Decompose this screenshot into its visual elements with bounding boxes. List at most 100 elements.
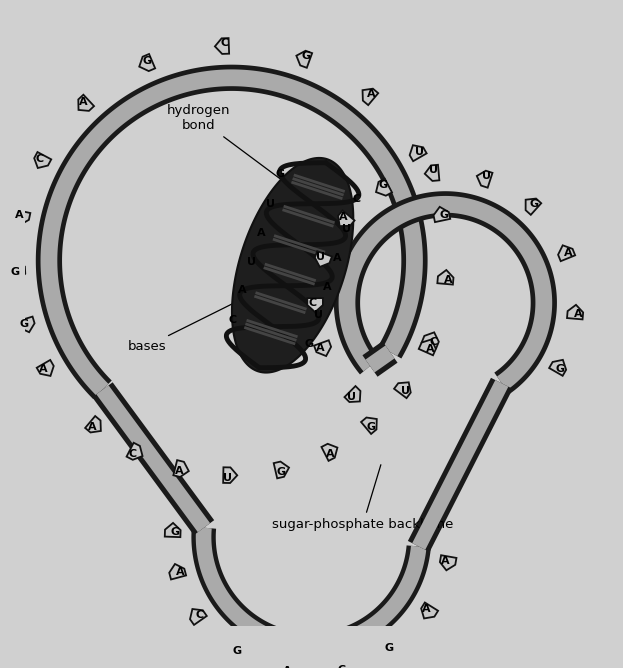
Text: A: A bbox=[574, 309, 582, 319]
Text: C: C bbox=[129, 449, 137, 459]
Polygon shape bbox=[361, 418, 377, 434]
Text: A: A bbox=[238, 285, 247, 295]
Polygon shape bbox=[173, 460, 189, 477]
Text: U: U bbox=[482, 171, 491, 181]
Text: G: G bbox=[530, 199, 539, 209]
Polygon shape bbox=[215, 38, 229, 54]
Polygon shape bbox=[440, 555, 457, 570]
Text: U: U bbox=[247, 257, 256, 267]
Text: U: U bbox=[416, 147, 424, 157]
Text: G: G bbox=[556, 364, 565, 374]
Polygon shape bbox=[567, 305, 583, 319]
Polygon shape bbox=[34, 152, 51, 168]
Text: G: G bbox=[10, 267, 19, 277]
Polygon shape bbox=[265, 179, 293, 267]
Text: U: U bbox=[266, 199, 275, 209]
Polygon shape bbox=[190, 609, 207, 625]
Text: G: G bbox=[367, 422, 376, 432]
Polygon shape bbox=[278, 665, 293, 668]
Polygon shape bbox=[307, 309, 328, 375]
Text: A: A bbox=[15, 210, 24, 220]
Text: U: U bbox=[342, 224, 351, 234]
Polygon shape bbox=[274, 209, 305, 304]
Polygon shape bbox=[97, 385, 210, 532]
Polygon shape bbox=[549, 360, 566, 376]
Text: A: A bbox=[316, 343, 325, 353]
Polygon shape bbox=[419, 339, 436, 355]
Polygon shape bbox=[17, 317, 34, 332]
Polygon shape bbox=[383, 642, 399, 659]
Polygon shape bbox=[366, 345, 394, 373]
Text: U: U bbox=[401, 386, 410, 396]
Polygon shape bbox=[223, 468, 237, 483]
Text: U: U bbox=[224, 473, 232, 483]
Polygon shape bbox=[434, 207, 450, 222]
Polygon shape bbox=[408, 378, 513, 552]
Polygon shape bbox=[422, 333, 439, 348]
Polygon shape bbox=[558, 245, 575, 261]
Text: C: C bbox=[196, 610, 204, 620]
Polygon shape bbox=[286, 244, 316, 337]
Polygon shape bbox=[477, 171, 493, 188]
Polygon shape bbox=[140, 54, 155, 71]
Text: G: G bbox=[233, 646, 242, 656]
Polygon shape bbox=[164, 523, 181, 537]
Text: A: A bbox=[444, 275, 452, 285]
Polygon shape bbox=[191, 526, 431, 657]
Text: A: A bbox=[323, 281, 332, 291]
Text: G: G bbox=[171, 527, 180, 537]
Polygon shape bbox=[526, 198, 541, 215]
Text: C: C bbox=[229, 315, 237, 325]
Text: A: A bbox=[426, 344, 435, 354]
Polygon shape bbox=[299, 286, 325, 365]
Text: hydrogen
bond: hydrogen bond bbox=[167, 104, 318, 207]
Text: G: G bbox=[440, 210, 449, 220]
Text: A: A bbox=[175, 466, 183, 476]
Text: U: U bbox=[314, 310, 323, 320]
Polygon shape bbox=[410, 145, 427, 161]
Polygon shape bbox=[40, 69, 423, 395]
Text: G: G bbox=[275, 170, 285, 180]
Polygon shape bbox=[321, 444, 338, 461]
Polygon shape bbox=[316, 338, 330, 381]
Text: U: U bbox=[429, 165, 439, 175]
Polygon shape bbox=[394, 382, 411, 398]
Polygon shape bbox=[421, 603, 438, 619]
Text: A: A bbox=[326, 449, 335, 459]
Text: G: G bbox=[142, 55, 151, 65]
Polygon shape bbox=[269, 193, 299, 286]
Text: bases: bases bbox=[128, 304, 232, 353]
Polygon shape bbox=[9, 267, 26, 281]
Polygon shape bbox=[78, 95, 94, 111]
Text: A: A bbox=[176, 567, 184, 577]
Polygon shape bbox=[333, 663, 349, 668]
Polygon shape bbox=[85, 416, 101, 432]
Text: A: A bbox=[339, 212, 348, 222]
Text: A: A bbox=[441, 556, 450, 566]
Polygon shape bbox=[376, 178, 392, 196]
Polygon shape bbox=[297, 51, 312, 67]
Polygon shape bbox=[260, 166, 286, 245]
Polygon shape bbox=[334, 191, 557, 394]
Polygon shape bbox=[425, 165, 439, 181]
Polygon shape bbox=[412, 380, 508, 550]
Text: A: A bbox=[79, 97, 88, 107]
Polygon shape bbox=[92, 382, 214, 535]
Text: C: C bbox=[36, 154, 44, 164]
Polygon shape bbox=[314, 340, 331, 356]
Polygon shape bbox=[36, 65, 427, 399]
Text: C: C bbox=[220, 38, 228, 48]
Text: G: G bbox=[385, 643, 394, 653]
Text: A: A bbox=[88, 422, 97, 432]
Polygon shape bbox=[338, 210, 354, 226]
Text: U: U bbox=[316, 253, 325, 263]
Polygon shape bbox=[228, 645, 244, 663]
Text: G: G bbox=[302, 51, 311, 61]
Text: C: C bbox=[352, 194, 360, 204]
Polygon shape bbox=[126, 443, 143, 460]
Text: G: G bbox=[304, 339, 313, 349]
Polygon shape bbox=[169, 564, 186, 579]
Polygon shape bbox=[255, 150, 269, 192]
Text: A: A bbox=[333, 253, 341, 263]
Polygon shape bbox=[315, 251, 332, 267]
